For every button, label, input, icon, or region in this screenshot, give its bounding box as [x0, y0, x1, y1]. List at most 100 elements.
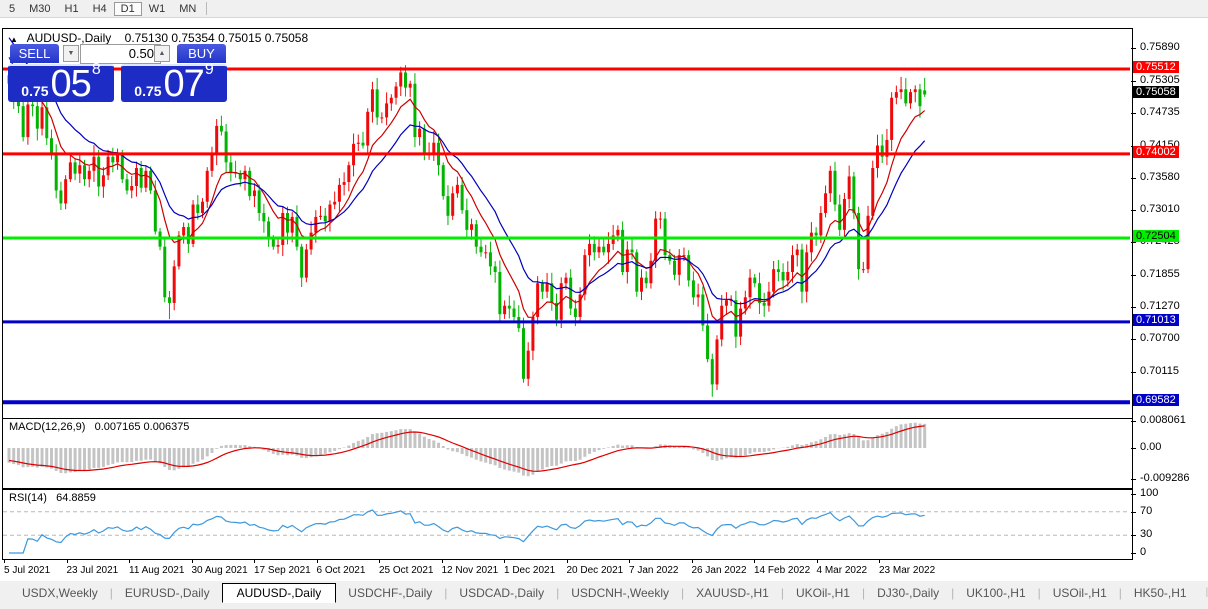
volume-increase-button[interactable]: ▲ — [154, 45, 170, 62]
candle — [337, 178, 341, 212]
tab-separator: | — [1037, 585, 1041, 600]
timeframe-button-mn[interactable]: MN — [179, 2, 197, 15]
axis-tick-mark — [1131, 448, 1136, 449]
candle — [389, 94, 393, 111]
candle — [913, 85, 917, 103]
date-tick-mark — [441, 559, 443, 563]
candle — [602, 238, 606, 256]
candle — [451, 186, 455, 220]
tab-dj30-daily[interactable]: DJ30-,Daily — [877, 585, 940, 600]
tab-hk50-h1[interactable]: HK50-,H1 — [1133, 585, 1187, 600]
candle — [399, 66, 403, 97]
candle — [871, 160, 875, 220]
buy-price-display[interactable]: 0.75 07 9 — [121, 61, 227, 105]
candle — [432, 131, 436, 161]
candle — [87, 166, 91, 188]
tab-usdcnh-weekly[interactable]: USDCNH-,Weekly — [571, 585, 670, 600]
macd-tick: 0.008061 — [1140, 414, 1186, 427]
candle — [757, 272, 761, 314]
candle — [21, 97, 25, 142]
candle — [144, 165, 148, 193]
sell-button[interactable]: SELL — [10, 44, 59, 63]
macd-panel: MACD(12,26,9) 0.007165 0.006375 — [2, 418, 1133, 489]
candle — [861, 261, 865, 273]
candle — [923, 77, 927, 97]
candle — [172, 260, 176, 311]
candle — [380, 112, 384, 124]
chevron-down-icon: ▼ — [67, 50, 75, 57]
candle — [795, 243, 799, 267]
timeframe-button-5[interactable]: 5 — [9, 2, 16, 15]
timeframe-button-w1[interactable]: W1 — [148, 2, 166, 15]
candle — [488, 241, 492, 275]
buy-price-main: 07 — [163, 63, 205, 105]
tab-usdchf-daily[interactable]: USDCHF-,Daily — [348, 585, 433, 600]
buy-button[interactable]: BUY — [177, 44, 226, 63]
candle — [64, 175, 68, 210]
candle — [101, 167, 105, 198]
candle — [73, 158, 77, 181]
tab-ukoil-h1[interactable]: UKOil-,H1 — [795, 585, 850, 600]
tab-usdx-weekly[interactable]: USDX,Weekly — [22, 585, 98, 600]
chart-collapse-icon[interactable]: ▲ — [10, 35, 18, 44]
candle — [824, 185, 828, 218]
candle — [484, 244, 488, 259]
candle — [814, 227, 818, 246]
candle — [182, 222, 186, 244]
candle — [545, 272, 549, 299]
candle — [243, 165, 247, 191]
candle — [658, 211, 662, 229]
price-level-badge: 0.74002 — [1133, 145, 1179, 158]
tab-uk100-h1[interactable]: UK100-,H1 — [966, 585, 1026, 600]
candle — [163, 238, 167, 303]
candle — [800, 243, 804, 304]
candle — [210, 146, 214, 177]
chart-ohlc-values: 0.75130 0.75354 0.75015 0.75058 — [124, 31, 309, 45]
date-label: 25 Oct 2021 — [379, 565, 434, 576]
candles-layer — [7, 65, 927, 397]
date-label: 7 Jan 2022 — [629, 565, 679, 576]
candle — [842, 192, 846, 237]
symbol-tabbar: USDX,Weekly | EURUSD-,Daily AUDUSD-,Daily US… — [0, 581, 1208, 605]
timeframe-button-m30[interactable]: M30 — [29, 2, 51, 15]
tab-separator: | — [1205, 587, 1208, 598]
tab-audusd-daily[interactable]: AUDUSD-,Daily — [221, 582, 337, 603]
candle — [257, 184, 261, 221]
axis-tick-mark — [1131, 339, 1136, 341]
candle — [833, 161, 837, 212]
candle — [394, 82, 398, 105]
tab-eurusd-daily[interactable]: EURUSD-,Daily — [124, 585, 210, 600]
date-tick-mark — [754, 559, 755, 563]
candle — [375, 77, 379, 125]
candle — [125, 173, 129, 195]
candle — [781, 263, 785, 291]
tab-usdcad-daily[interactable]: USDCAD-,Daily — [459, 585, 545, 600]
candle — [427, 142, 431, 160]
date-label: 23 Mar 2022 — [879, 565, 936, 576]
candle — [441, 162, 445, 200]
candle — [446, 185, 450, 226]
volume-input[interactable]: 0.50 — [80, 44, 161, 64]
candle — [59, 181, 63, 211]
candle — [45, 96, 49, 145]
timeframe-button-h4[interactable]: H4 — [92, 2, 107, 15]
volume-decrease-button[interactable]: ▼ — [63, 45, 79, 62]
candle — [724, 292, 728, 315]
candle — [857, 206, 861, 280]
date-label: 4 Mar 2022 — [816, 565, 868, 576]
buy-price-prefix: 0.75 — [134, 83, 162, 99]
candle — [215, 119, 219, 166]
price-level-badge: 0.69582 — [1133, 394, 1179, 407]
price-tick: 0.70700 — [1140, 332, 1180, 345]
tab-separator: | — [951, 585, 955, 600]
tab-xauusd-h1[interactable]: XAUUSD-,H1 — [696, 585, 769, 600]
date-tick-mark — [129, 559, 130, 563]
rsi-tick: 100 — [1140, 487, 1159, 499]
timeframe-button-d1[interactable]: D1 — [113, 1, 142, 16]
tab-usoil-h1[interactable]: USOil-,H1 — [1052, 585, 1107, 600]
candle — [333, 191, 337, 210]
sell-price-display[interactable]: 0.75 05 8 — [8, 61, 114, 103]
timeframe-button-h1[interactable]: H1 — [64, 2, 79, 15]
price-tick: 0.74735 — [1140, 105, 1180, 118]
axis-tick-mark — [1131, 553, 1136, 554]
